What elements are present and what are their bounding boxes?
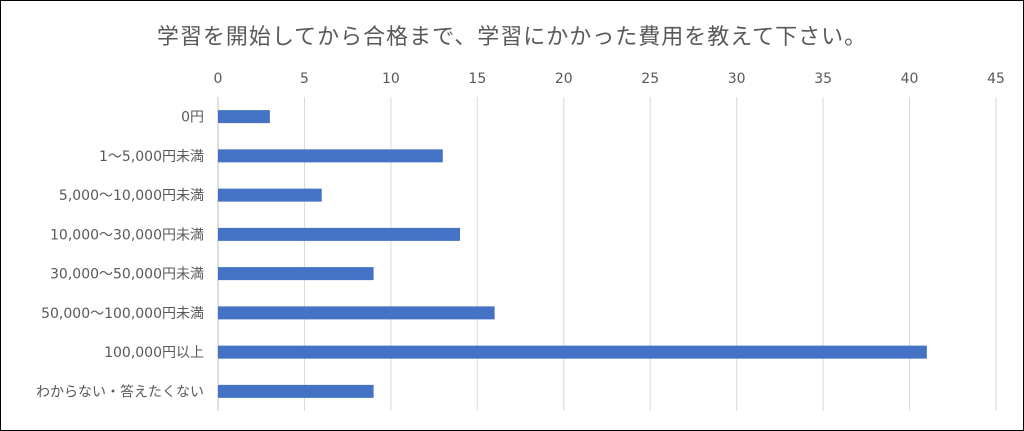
category-label: わからない・答えたくない [36, 383, 204, 400]
category-label: 5,000～10,000円未満 [59, 188, 204, 204]
bar [218, 267, 374, 281]
x-tick-label: 40 [901, 71, 919, 87]
category-label: 0円 [181, 110, 204, 126]
x-tick-label: 35 [814, 71, 832, 87]
bar [218, 149, 443, 163]
bar [218, 188, 322, 202]
x-tick-label: 5 [300, 71, 309, 87]
x-tick-label: 15 [468, 71, 486, 87]
bar [218, 110, 270, 124]
x-tick-label: 10 [382, 71, 400, 87]
bar [218, 384, 374, 398]
x-tick-label: 25 [641, 71, 659, 87]
bar [218, 306, 495, 320]
x-tick-label: 30 [728, 71, 746, 87]
x-tick-label: 45 [987, 71, 1005, 87]
category-label: 100,000円以上 [104, 345, 204, 361]
x-tick-label: 20 [555, 71, 573, 87]
x-tick-label: 0 [214, 71, 223, 87]
category-label: 10,000～30,000円未満 [50, 227, 204, 243]
bar [218, 345, 927, 359]
chart-title: 学習を開始してから合格まで、学習にかかった費用を教えて下さい。 [156, 25, 868, 50]
bar [218, 227, 461, 241]
category-label: 50,000～100,000円未満 [41, 306, 204, 322]
category-label: 1～5,000円未満 [99, 149, 204, 165]
category-label: 30,000～50,000円未満 [50, 267, 204, 283]
